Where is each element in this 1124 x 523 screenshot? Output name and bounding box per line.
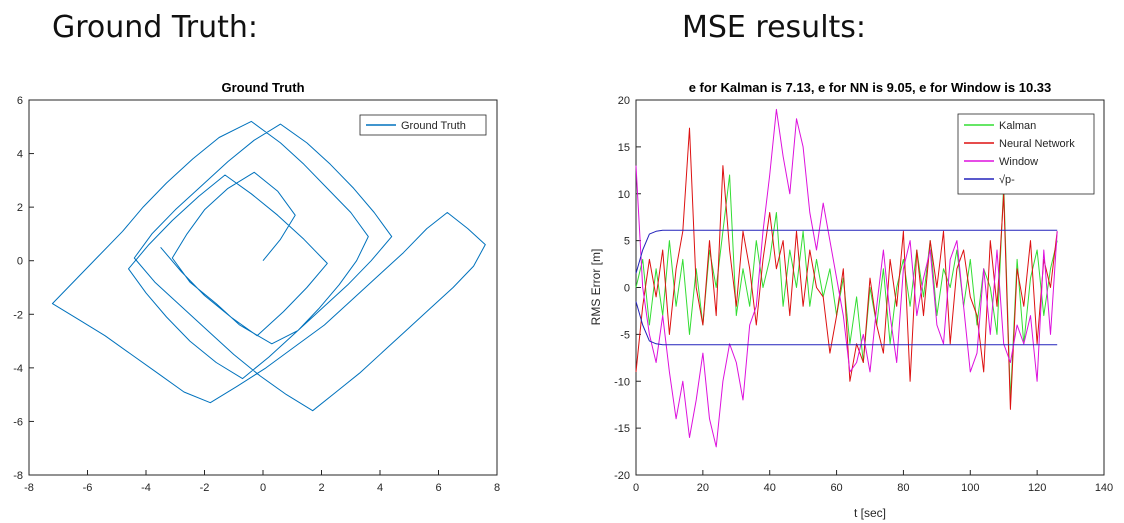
series-line-lower-bound <box>635 301 1058 346</box>
ground-truth-chart-title: Ground Truth <box>221 80 304 95</box>
series-line-sqrt-p-upper <box>635 229 1058 274</box>
ground-truth-y-tick-label: 4 <box>17 149 23 161</box>
ground-truth-x-tick-label: -4 <box>141 482 151 494</box>
ground-truth-x-tick-label: 8 <box>494 482 500 494</box>
mse-y-tick-label: 10 <box>618 189 630 201</box>
mse-y-axis-label: RMS Error [m] <box>589 249 603 326</box>
legend-label-ground-truth: Ground Truth <box>401 120 466 132</box>
ground-truth-legend-box <box>359 114 487 136</box>
mse-y-tick-label: -5 <box>620 329 630 341</box>
mse-x-tick-label: 140 <box>1095 482 1113 494</box>
ground-truth-x-tick-label: -8 <box>24 482 34 494</box>
ground-truth-x-tick-label: 0 <box>260 482 266 494</box>
mse-y-tick-label: -10 <box>614 376 630 388</box>
legend-label-kalman: Kalman <box>999 120 1036 132</box>
mse-y-tick-label: -20 <box>614 470 630 482</box>
ground-truth-plot-area <box>28 99 498 476</box>
mse-x-tick-label: 80 <box>897 482 909 494</box>
ground-truth-legend: Ground Truth <box>359 114 487 136</box>
ground-truth-y-tick-label: 6 <box>17 95 23 107</box>
series-line-ground-truth <box>51 120 486 412</box>
ground-truth-x-tick-label: 6 <box>435 482 441 494</box>
left-heading: Ground Truth: <box>52 10 259 45</box>
mse-x-tick-label: 20 <box>697 482 709 494</box>
mse-y-tick-label: 5 <box>624 236 630 248</box>
mse-y-tick-label: 15 <box>618 142 630 154</box>
series-line-window <box>635 108 1058 448</box>
legend-label-sqrt-p: √p- <box>999 174 1015 186</box>
mse-x-tick-label: 120 <box>1028 482 1046 494</box>
mse-chart-title: e for Kalman is 7.13, e for NN is 9.05, … <box>689 80 1052 95</box>
mse-y-tick-label: 0 <box>624 283 630 295</box>
mse-y-tick-label: -15 <box>614 423 630 435</box>
mse-x-tick-label: 60 <box>830 482 842 494</box>
mse-x-tick-label: 100 <box>961 482 979 494</box>
ground-truth-x-tick-label: 2 <box>318 482 324 494</box>
mse-legend-box <box>957 113 1095 195</box>
legend-label-neural-network: Neural Network <box>999 138 1075 150</box>
mse-legend: Kalman Neural Network Window √p- <box>957 113 1095 195</box>
mse-x-tick-label: 0 <box>633 482 639 494</box>
mse-y-tick-label: 20 <box>618 95 630 107</box>
ground-truth-y-tick-label: -2 <box>13 309 23 321</box>
right-heading: MSE results: <box>682 10 867 45</box>
ground-truth-y-tick-label: 2 <box>17 202 23 214</box>
mse-x-tick-label: 40 <box>764 482 776 494</box>
mse-x-axis-label: t [sec] <box>854 506 886 520</box>
ground-truth-y-tick-label: -6 <box>13 416 23 428</box>
ground-truth-y-tick-label: 0 <box>17 256 23 268</box>
ground-truth-y-tick-label: -8 <box>13 470 23 482</box>
ground-truth-x-tick-label: 4 <box>377 482 383 494</box>
ground-truth-y-tick-label: -4 <box>13 363 23 375</box>
ground-truth-x-tick-label: -6 <box>83 482 93 494</box>
legend-label-window: Window <box>999 156 1038 168</box>
ground-truth-x-tick-label: -2 <box>200 482 210 494</box>
